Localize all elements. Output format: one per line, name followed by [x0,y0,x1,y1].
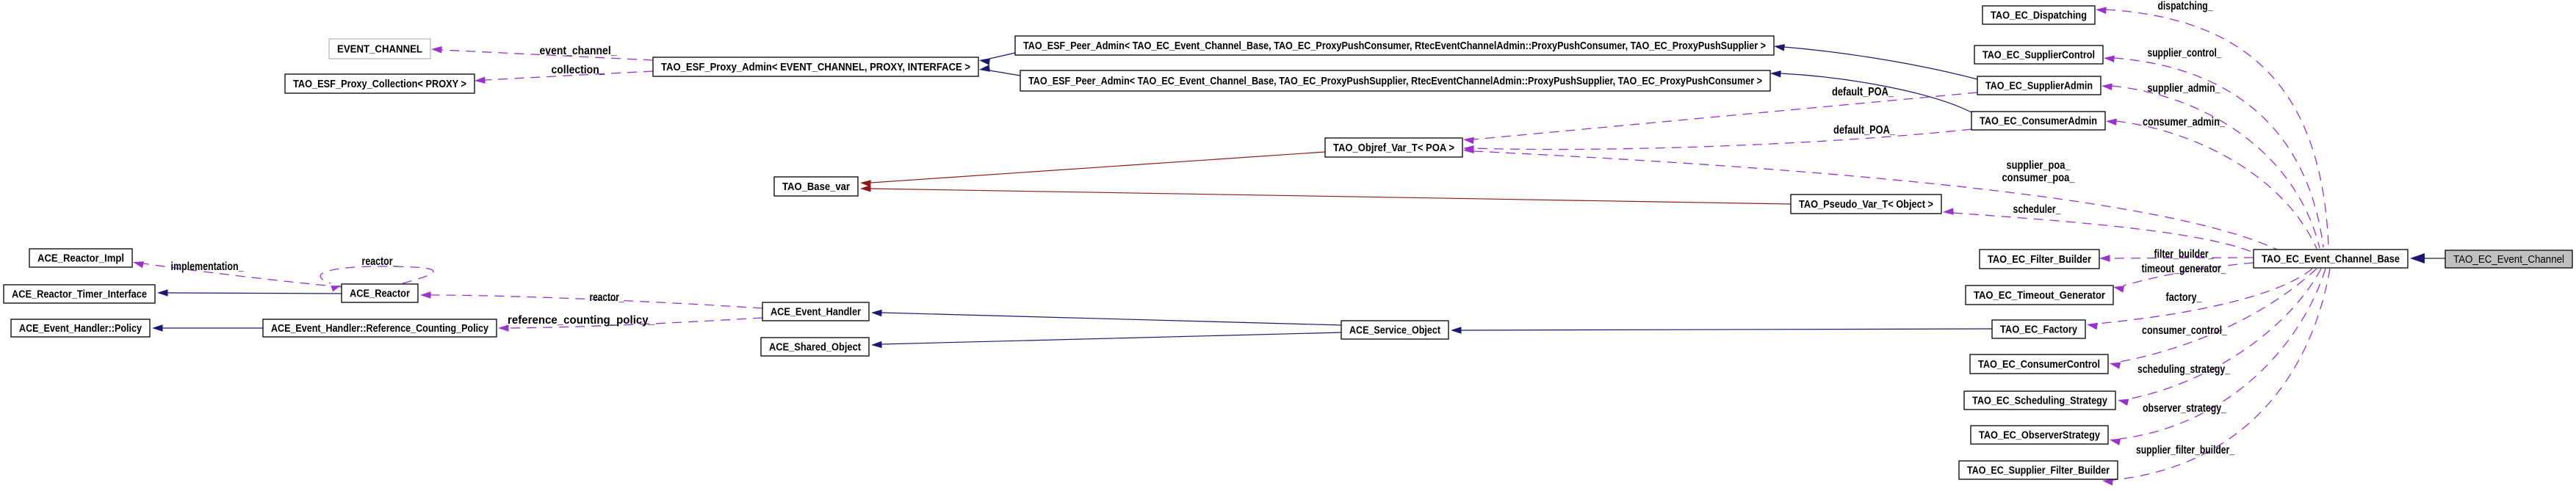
svg-text:scheduler_: scheduler_ [2013,203,2062,216]
svg-text:scheduling_strategy_: scheduling_strategy_ [2137,363,2231,376]
svg-text:timeout_generator_: timeout_generator_ [2142,263,2227,275]
svg-text:default_POA_: default_POA_ [1833,124,1896,137]
svg-text:collection_: collection_ [552,64,606,76]
svg-text:supplier_control_: supplier_control_ [2148,47,2223,59]
svg-text:TAO_EC_Factory: TAO_EC_Factory [2000,324,2077,336]
svg-text:TAO_EC_ConsumerControl: TAO_EC_ConsumerControl [1978,359,2100,371]
svg-text:reference_counting_policy_: reference_counting_policy_ [508,314,655,327]
svg-text:ACE_Reactor_Timer_Interface: ACE_Reactor_Timer_Interface [12,289,147,301]
svg-text:dispatching_: dispatching_ [2158,0,2214,12]
svg-text:implementation_: implementation_ [171,261,245,273]
svg-text:TAO_EC_SupplierAdmin: TAO_EC_SupplierAdmin [1985,81,2093,92]
svg-text:reactor_: reactor_ [362,255,399,268]
svg-text:consumer_poa_: consumer_poa_ [2002,172,2076,184]
svg-text:supplier_poa_: supplier_poa_ [2007,159,2071,172]
svg-text:TAO_ESF_Proxy_Collection< PROX: TAO_ESF_Proxy_Collection< PROXY > [293,79,466,90]
svg-text:TAO_EC_Event_Channel: TAO_EC_Event_Channel [2453,254,2564,266]
svg-text:TAO_ESF_Peer_Admin< TAO_EC_Eve: TAO_ESF_Peer_Admin< TAO_EC_Event_Channel… [1023,40,1766,52]
svg-text:ACE_Service_Object: ACE_Service_Object [1349,325,1440,337]
svg-text:ACE_Reactor_Impl: ACE_Reactor_Impl [37,253,124,265]
svg-text:consumer_control_: consumer_control_ [2142,324,2228,337]
svg-text:TAO_EC_Supplier_Filter_Builder: TAO_EC_Supplier_Filter_Builder [1967,465,2110,477]
svg-text:TAO_EC_SupplierControl: TAO_EC_SupplierControl [1982,50,2095,62]
svg-text:filter_builder_: filter_builder_ [2154,248,2215,261]
svg-text:TAO_EC_Timeout_Generator: TAO_EC_Timeout_Generator [1974,290,2105,302]
svg-text:ACE_Event_Handler: ACE_Event_Handler [771,307,861,319]
svg-text:factory_: factory_ [2166,291,2203,304]
svg-text:supplier_filter_builder_: supplier_filter_builder_ [2136,444,2235,457]
svg-text:TAO_EC_ObserverStrategy: TAO_EC_ObserverStrategy [1979,430,2100,442]
svg-text:observer_strategy_: observer_strategy_ [2143,402,2227,415]
svg-text:TAO_EC_ConsumerAdmin: TAO_EC_ConsumerAdmin [1980,116,2097,128]
svg-text:consumer_admin_: consumer_admin_ [2143,116,2226,128]
svg-text:TAO_ESF_Proxy_Admin< EVENT_CHA: TAO_ESF_Proxy_Admin< EVENT_CHANNEL, PROX… [661,62,970,73]
svg-text:reactor_: reactor_ [590,291,625,304]
svg-text:TAO_EC_Filter_Builder: TAO_EC_Filter_Builder [1988,254,2091,266]
svg-text:supplier_admin_: supplier_admin_ [2148,82,2221,95]
svg-text:EVENT_CHANNEL: EVENT_CHANNEL [337,44,422,56]
svg-text:ACE_Reactor: ACE_Reactor [350,288,410,300]
svg-text:ACE_Shared_Object: ACE_Shared_Object [769,342,861,354]
svg-text:TAO_EC_Dispatching: TAO_EC_Dispatching [1991,10,2087,22]
svg-text:ACE_Event_Handler::Reference_C: ACE_Event_Handler::Reference_Counting_Po… [271,323,488,335]
svg-text:TAO_Objref_Var_T< POA >: TAO_Objref_Var_T< POA > [1333,142,1454,154]
svg-text:default_POA_: default_POA_ [1832,86,1894,98]
svg-text:TAO_Base_var: TAO_Base_var [782,181,850,193]
svg-text:TAO_EC_Event_Channel_Base: TAO_EC_Event_Channel_Base [2262,254,2400,266]
svg-text:event_channel_: event_channel_ [540,45,618,57]
svg-text:TAO_Pseudo_Var_T< Object >: TAO_Pseudo_Var_T< Object > [1799,199,1933,211]
svg-text:TAO_ESF_Peer_Admin< TAO_EC_Eve: TAO_ESF_Peer_Admin< TAO_EC_Event_Channel… [1028,76,1762,87]
svg-text:TAO_EC_Scheduling_Strategy: TAO_EC_Scheduling_Strategy [1972,396,2107,407]
svg-text:ACE_Event_Handler::Policy: ACE_Event_Handler::Policy [19,323,142,335]
